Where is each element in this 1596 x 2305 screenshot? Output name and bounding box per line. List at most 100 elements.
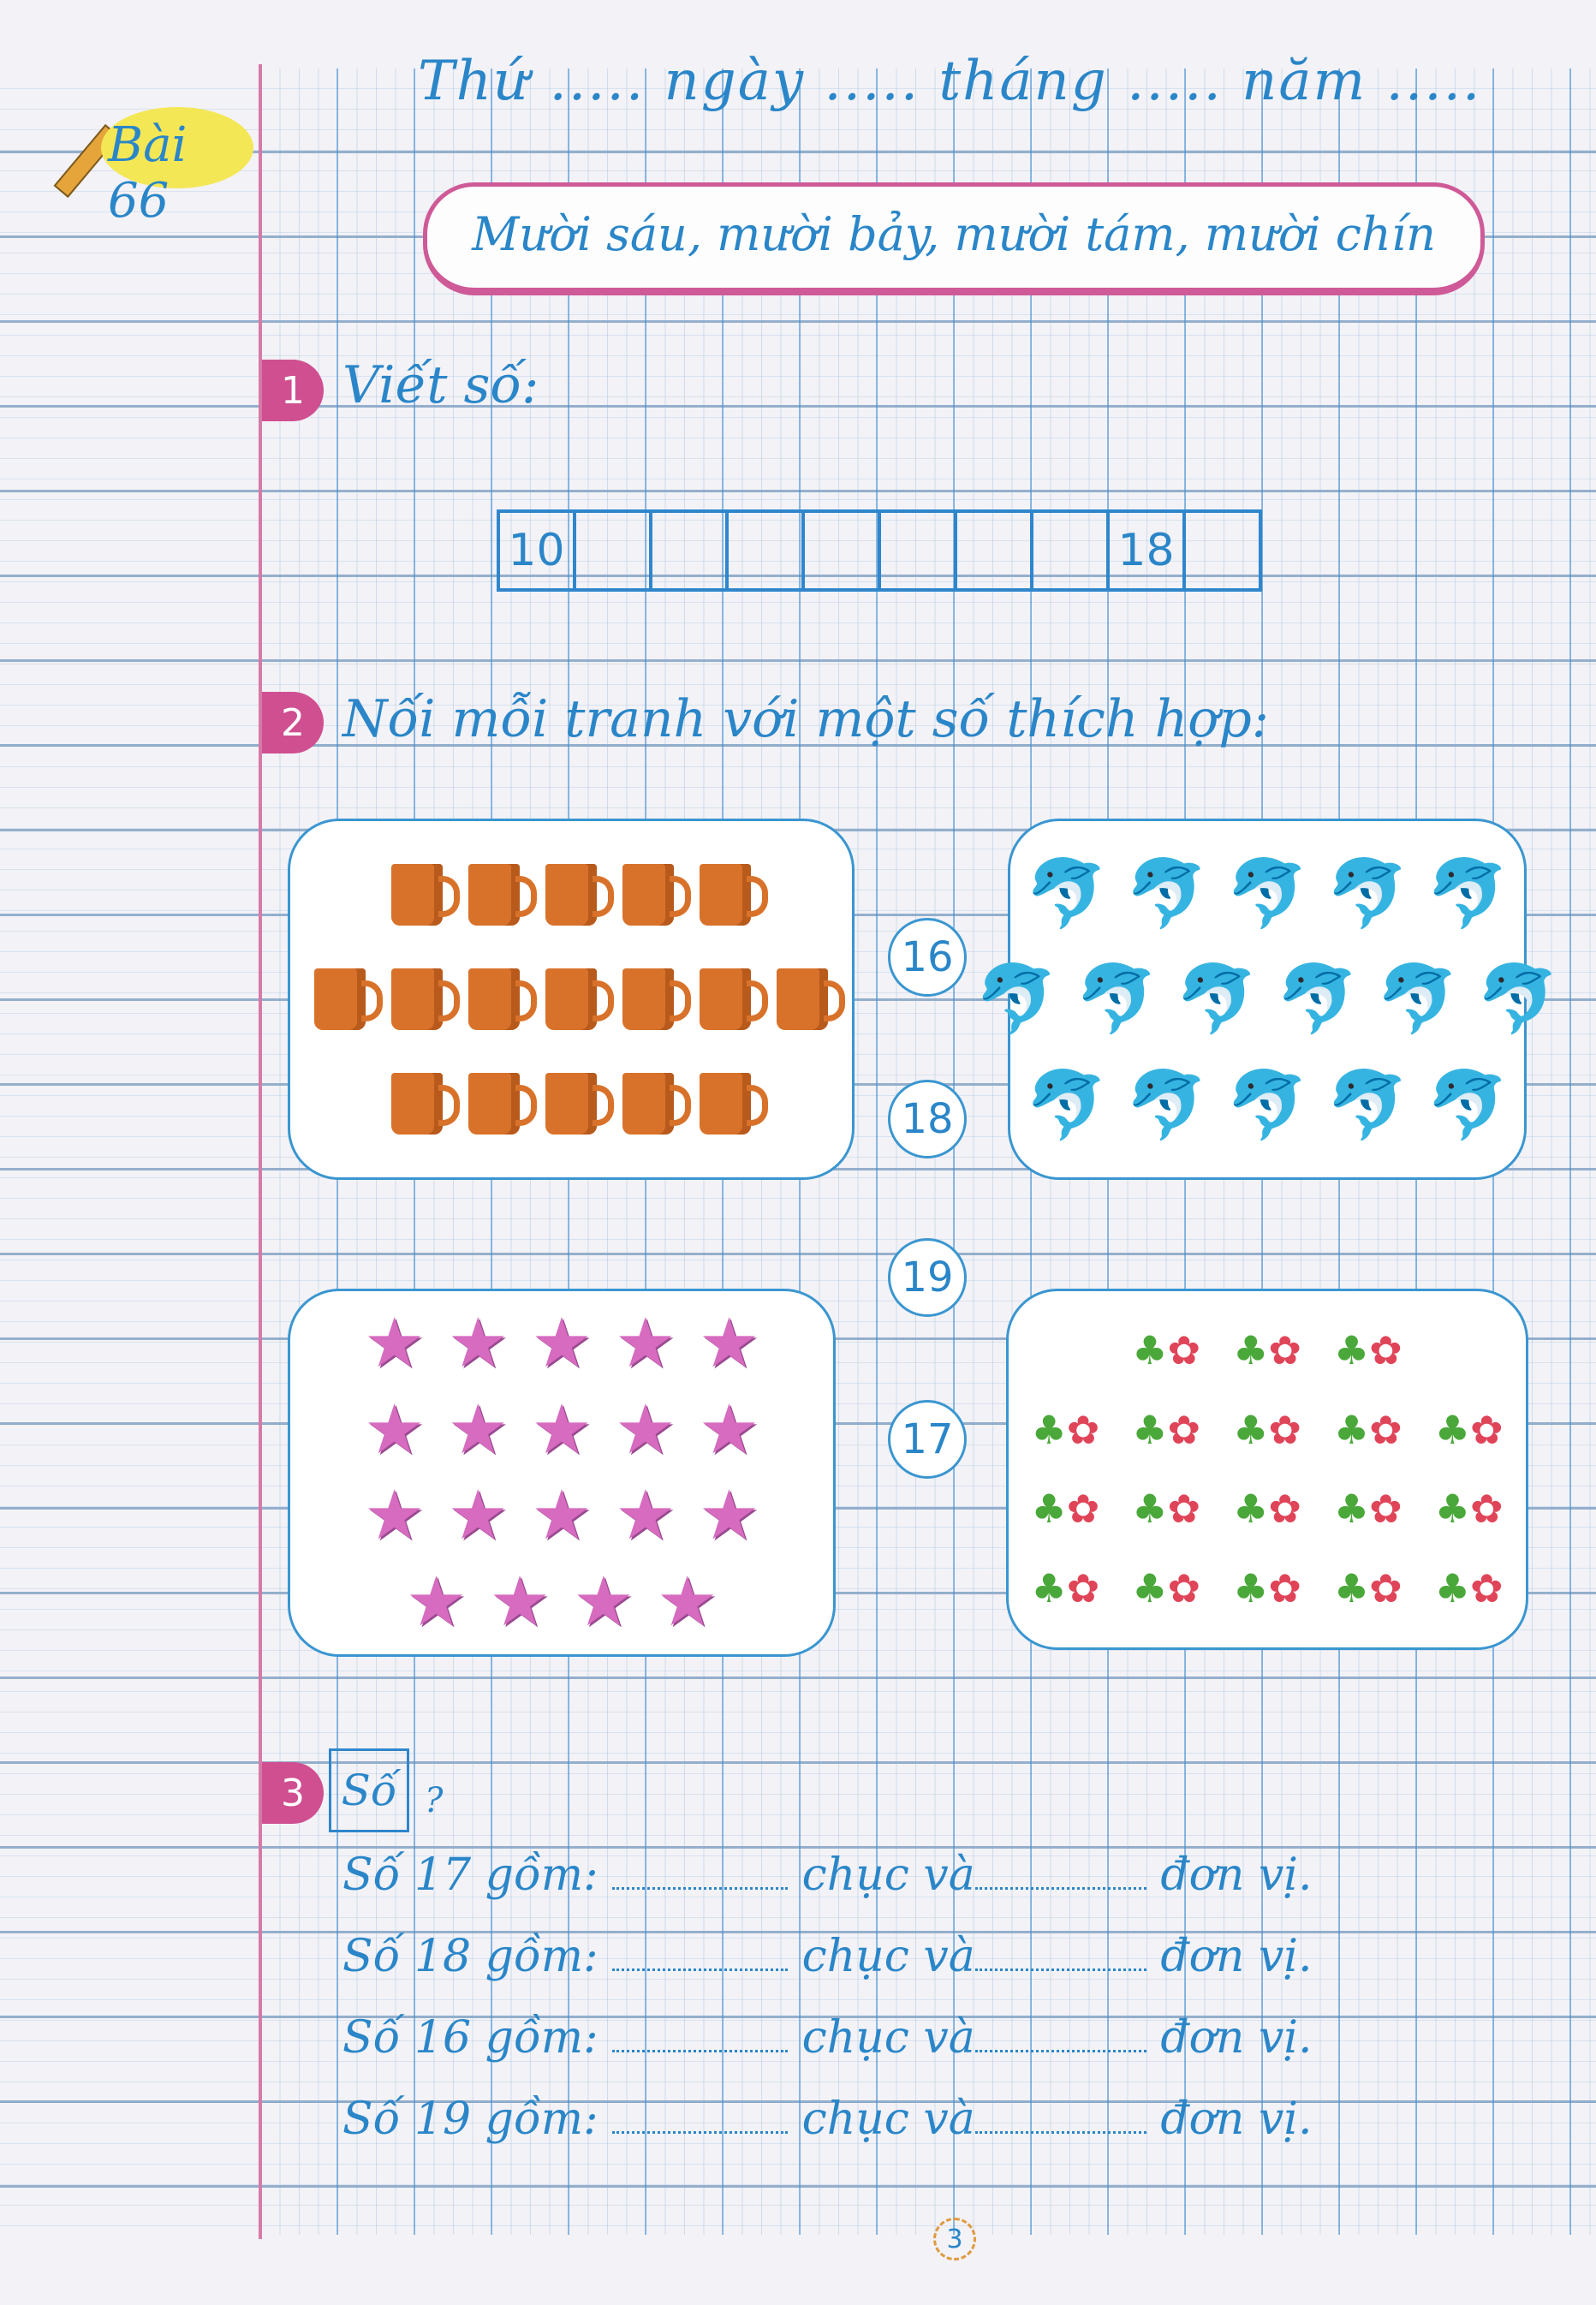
margin-line bbox=[259, 64, 262, 2239]
picture-dolphins[interactable]: 🐬 🐬 🐬 🐬 🐬 🐬 🐬 🐬 🐬 🐬 🐬 🐬 🐬 🐬 🐬 🐬 bbox=[975, 819, 1559, 1180]
row-suffix: đơn vị. bbox=[1160, 1849, 1313, 1901]
answer-row: Số 18 gồm: chục và đơn vị. bbox=[342, 1931, 1312, 1982]
flower-icon: ♣✿ bbox=[1031, 1486, 1100, 1533]
flower-icon: ♣✿ bbox=[1434, 1406, 1504, 1453]
icon-row bbox=[314, 968, 845, 1030]
units-blank[interactable] bbox=[974, 1887, 1146, 1890]
row-middle: chục và bbox=[801, 2012, 975, 2064]
icon-row bbox=[391, 864, 768, 926]
page-number: 3 bbox=[933, 2218, 976, 2260]
mug-icon bbox=[622, 1073, 691, 1135]
star-icon: ★ bbox=[698, 1302, 760, 1383]
row-middle: chục và bbox=[801, 1849, 975, 1901]
row-prefix: Số 19 gồm: bbox=[342, 2094, 598, 2145]
star-icon: ★ bbox=[698, 1475, 760, 1556]
exercise-1-instruction: Viết số: bbox=[342, 355, 539, 415]
row-prefix: Số 18 gồm: bbox=[342, 1931, 598, 1982]
number-circle-16[interactable]: 16 bbox=[888, 918, 967, 997]
number-cell[interactable] bbox=[881, 513, 957, 588]
star-icon: ★ bbox=[363, 1475, 426, 1556]
number-cell[interactable] bbox=[1033, 513, 1110, 588]
flower-icon: ♣✿ bbox=[1132, 1564, 1201, 1611]
flower-icon: ♣✿ bbox=[1132, 1327, 1201, 1374]
flower-icon: ♣✿ bbox=[1434, 1486, 1504, 1533]
number-cell[interactable]: 18 bbox=[1110, 513, 1186, 588]
answer-row: Số 16 gồm: chục và đơn vị. bbox=[342, 2012, 1312, 2064]
star-icon: ★ bbox=[447, 1302, 509, 1383]
mug-icon bbox=[468, 864, 537, 926]
dolphin-icon: 🐬 bbox=[1325, 855, 1409, 932]
number-cell[interactable] bbox=[957, 513, 1033, 588]
flower-icon: ♣✿ bbox=[1132, 1406, 1201, 1453]
dolphin-icon: 🐬 bbox=[1426, 855, 1510, 932]
mug-icon bbox=[468, 1073, 537, 1135]
picture-stars[interactable]: ★ ★ ★ ★ ★ ★ ★ ★ ★ ★ ★ ★ ★ ★ ★ ★ ★ ★ ★ bbox=[288, 1289, 836, 1657]
mug-icon bbox=[391, 1073, 460, 1135]
picture-mugs[interactable] bbox=[288, 819, 855, 1180]
dolphin-icon: 🐬 bbox=[1225, 855, 1309, 932]
star-icon: ★ bbox=[531, 1475, 593, 1556]
dolphin-icon: 🐬 bbox=[1125, 855, 1209, 932]
icon-row: ★ ★ ★ ★ ★ bbox=[364, 1481, 760, 1550]
flower-icon: ♣✿ bbox=[1333, 1327, 1402, 1374]
flower-icon: ♣✿ bbox=[1233, 1564, 1301, 1611]
number-cell[interactable]: 10 bbox=[500, 513, 576, 588]
mug-icon bbox=[468, 968, 537, 1030]
mug-icon bbox=[622, 968, 691, 1030]
icon-row bbox=[391, 1073, 768, 1135]
star-icon: ★ bbox=[447, 1389, 509, 1469]
units-blank[interactable] bbox=[974, 2050, 1146, 2052]
number-circle-18[interactable]: 18 bbox=[888, 1080, 967, 1158]
flower-icon: ♣✿ bbox=[1434, 1564, 1504, 1611]
flower-icon: ♣✿ bbox=[1132, 1486, 1201, 1533]
units-blank[interactable] bbox=[974, 1968, 1146, 1971]
number-cell[interactable] bbox=[1186, 513, 1259, 588]
star-icon: ★ bbox=[405, 1562, 467, 1642]
number-cell[interactable] bbox=[576, 513, 652, 588]
tens-blank[interactable] bbox=[612, 2131, 789, 2134]
star-icon: ★ bbox=[698, 1389, 760, 1469]
number-circle-19[interactable]: 19 bbox=[888, 1238, 967, 1317]
tens-blank[interactable] bbox=[612, 2050, 789, 2052]
mug-icon bbox=[700, 1073, 768, 1135]
star-icon: ★ bbox=[573, 1562, 634, 1642]
row-suffix: đơn vị. bbox=[1160, 1931, 1313, 1982]
exercise-2-number: 2 bbox=[262, 692, 324, 753]
dolphin-icon: 🐬 bbox=[1025, 1066, 1109, 1144]
row-suffix: đơn vị. bbox=[1160, 2012, 1313, 2064]
mug-icon bbox=[545, 1073, 614, 1135]
mug-icon bbox=[700, 968, 768, 1030]
lesson-badge: Bài 66 bbox=[101, 107, 253, 229]
exercise-2-instruction: Nối mỗi tranh với một số thích hợp: bbox=[342, 689, 1269, 749]
dolphin-icon: 🐬 bbox=[1125, 1066, 1209, 1144]
dolphin-icon: 🐬 bbox=[1276, 961, 1360, 1038]
mug-icon bbox=[391, 968, 460, 1030]
row-prefix: Số 17 gồm: bbox=[342, 1849, 598, 1901]
row-prefix: Số 16 gồm: bbox=[342, 2012, 598, 2064]
star-icon: ★ bbox=[447, 1475, 509, 1556]
lesson-number: Bài 66 bbox=[108, 117, 188, 229]
dolphin-icon: 🐬 bbox=[1426, 1066, 1510, 1144]
number-circle-17[interactable]: 17 bbox=[888, 1400, 967, 1479]
dolphin-icon: 🐬 bbox=[1025, 855, 1109, 932]
icon-row: ♣✿ ♣✿ ♣✿ ♣✿ ♣✿ bbox=[1032, 1410, 1504, 1450]
mug-icon bbox=[777, 968, 845, 1030]
tens-blank[interactable] bbox=[612, 1968, 789, 1971]
number-cell[interactable] bbox=[729, 513, 805, 588]
dolphin-icon: 🐬 bbox=[1376, 961, 1460, 1038]
star-icon: ★ bbox=[614, 1302, 676, 1383]
mug-icon bbox=[545, 968, 614, 1030]
picture-flowers[interactable]: ♣✿ ♣✿ ♣✿ ♣✿ ♣✿ ♣✿ ♣✿ ♣✿ ♣✿ ♣✿ ♣✿ ♣✿ ♣✿ ♣✿ ♣✿ ♣✿ ♣✿ ♣✿ bbox=[1006, 1289, 1528, 1650]
number-cell[interactable] bbox=[805, 513, 881, 588]
dolphin-icon: 🐬 bbox=[1325, 1066, 1409, 1144]
icon-row: ♣✿ ♣✿ ♣✿ ♣✿ ♣✿ bbox=[1032, 1489, 1504, 1528]
star-icon: ★ bbox=[531, 1389, 593, 1469]
number-cell[interactable] bbox=[652, 513, 729, 588]
tens-blank[interactable] bbox=[612, 1887, 789, 1890]
units-blank[interactable] bbox=[974, 2131, 1146, 2134]
star-icon: ★ bbox=[363, 1389, 426, 1469]
row-suffix: đơn vị. bbox=[1160, 2094, 1313, 2145]
flower-icon: ♣✿ bbox=[1233, 1327, 1301, 1374]
dolphin-icon: 🐬 bbox=[1075, 961, 1158, 1038]
mug-icon bbox=[314, 968, 383, 1030]
